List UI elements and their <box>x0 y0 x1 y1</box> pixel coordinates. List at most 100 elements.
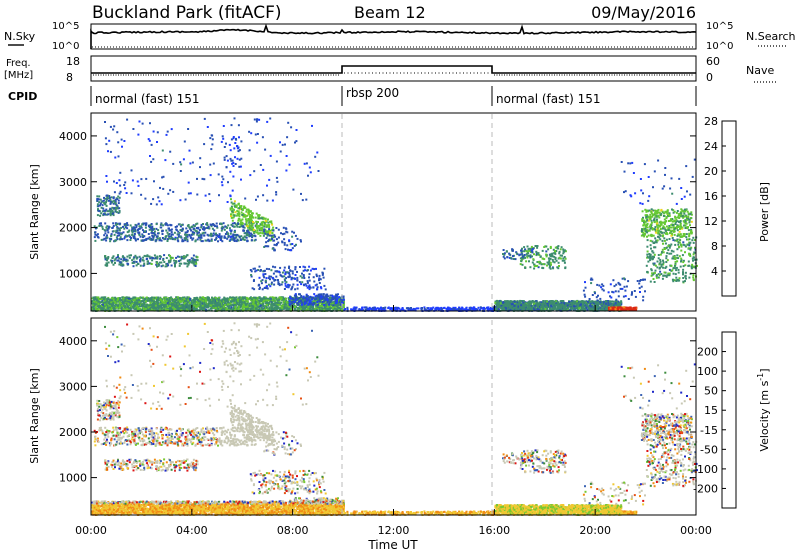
power-point <box>101 227 104 230</box>
power-point <box>149 308 151 311</box>
power-point <box>187 192 190 195</box>
power-point <box>124 234 127 237</box>
power-point <box>140 178 143 181</box>
power-point <box>94 302 97 305</box>
power-point <box>109 212 112 215</box>
power-point <box>136 229 139 232</box>
power-point <box>110 235 113 237</box>
power-point <box>319 286 322 289</box>
power-point <box>151 238 154 241</box>
power-point <box>292 298 295 301</box>
power-point <box>278 296 281 299</box>
power-point <box>293 309 296 312</box>
power-point <box>210 134 213 137</box>
power-point <box>238 226 241 228</box>
power-point <box>387 306 390 309</box>
power-point <box>322 293 325 296</box>
power-point <box>182 257 185 260</box>
power-point <box>287 121 290 124</box>
power-point <box>146 263 149 265</box>
power-point <box>149 299 151 302</box>
power-point <box>114 262 116 264</box>
power-point <box>175 303 178 306</box>
power-point <box>276 270 279 273</box>
power-point <box>243 297 246 300</box>
power-point <box>217 307 220 310</box>
power-point <box>306 269 309 272</box>
cpid-segment-2: rbsp 200 <box>346 86 399 100</box>
power-point <box>192 227 195 230</box>
power-point <box>118 229 121 232</box>
power-point <box>303 305 306 308</box>
power-point <box>302 265 305 268</box>
power-point <box>326 301 329 304</box>
power-point <box>183 296 186 299</box>
power-point <box>293 244 296 247</box>
power-point <box>449 308 452 310</box>
power-point <box>261 222 264 225</box>
power-point <box>273 239 276 242</box>
power-point <box>234 211 237 214</box>
power-point <box>266 231 269 234</box>
power-point <box>201 302 204 305</box>
power-point <box>206 233 209 236</box>
power-point <box>275 238 278 241</box>
power-point <box>230 235 233 238</box>
power-point <box>281 233 284 236</box>
power-point <box>186 238 189 241</box>
power-point <box>113 299 116 302</box>
power-point <box>207 303 210 305</box>
power-point <box>123 302 126 305</box>
power-point <box>212 298 215 301</box>
power-point <box>432 306 435 309</box>
power-point <box>311 124 313 127</box>
power-point <box>234 305 237 308</box>
power-point <box>323 303 326 306</box>
power-point <box>233 225 236 228</box>
power-point <box>289 304 292 307</box>
power-point <box>222 137 225 140</box>
power-point <box>318 300 321 303</box>
power-point <box>149 238 152 241</box>
power-point <box>267 218 269 221</box>
power-point <box>299 308 302 311</box>
power-point <box>166 305 169 308</box>
power-point <box>338 307 340 309</box>
power-point <box>114 305 117 308</box>
power-point <box>268 178 271 181</box>
power-point <box>191 303 194 306</box>
power-point <box>261 217 264 220</box>
power-point <box>314 155 317 158</box>
power-point <box>155 307 158 310</box>
power-point <box>242 226 245 229</box>
power-point <box>308 166 311 169</box>
power-point <box>285 302 288 304</box>
power-point <box>164 223 167 226</box>
power-point <box>302 299 305 302</box>
power-point <box>189 297 192 300</box>
power-point <box>261 136 264 139</box>
power-point <box>141 305 144 307</box>
power-point <box>312 276 315 279</box>
power-point <box>285 285 288 288</box>
power-point <box>225 303 228 306</box>
power-point <box>263 309 266 312</box>
power-point <box>259 269 262 272</box>
power-point <box>251 297 254 300</box>
power-point <box>275 244 278 247</box>
power-point <box>230 296 233 299</box>
power-point <box>398 307 401 310</box>
power-point <box>316 307 319 310</box>
power-point <box>326 307 329 310</box>
power-point <box>126 239 129 242</box>
power-point <box>169 307 172 310</box>
power-point <box>113 180 115 183</box>
power-point <box>226 297 229 300</box>
power-point <box>233 309 236 312</box>
power-point <box>215 236 218 239</box>
nave-label: Nave <box>746 64 774 77</box>
power-point <box>176 239 179 242</box>
power-point <box>95 304 98 307</box>
power-point <box>211 306 214 309</box>
